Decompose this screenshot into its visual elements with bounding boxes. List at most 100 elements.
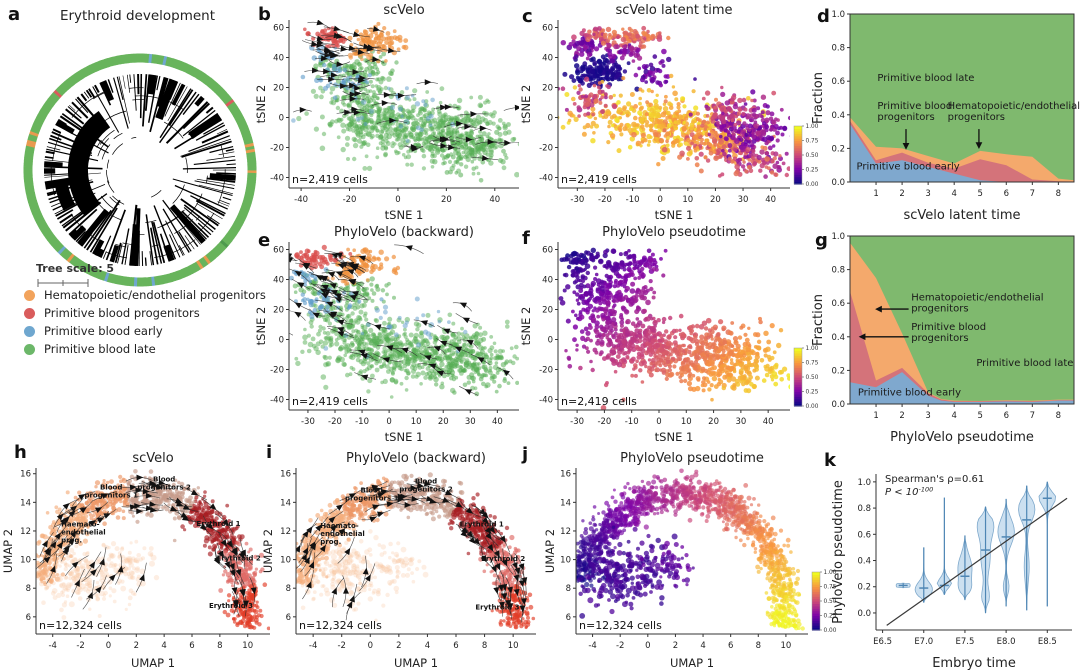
svg-text:0: 0 <box>386 417 391 427</box>
phylovelo-backward-umap-chart: -4 -2 0 2 4 6 8 10 6 8 10 12 14 16 PhyloVelo (backward… <box>260 446 544 672</box>
svg-text:tSNE 1: tSNE 1 <box>385 208 424 222</box>
panel-label-j: j <box>522 444 529 465</box>
svg-text:tSNE 2: tSNE 2 <box>254 307 268 346</box>
svg-text:60: 60 <box>542 24 553 34</box>
fraction-phylovelo-area-chart: 1 2 3 4 5 6 7 8 0.0 0.2 0.4 0.6 0.8 1.0 PhyloVelo pseu… <box>810 222 1080 446</box>
legend-item-blood-late: Primitive blood late <box>24 342 156 356</box>
svg-text:6: 6 <box>1004 189 1009 199</box>
svg-text:0: 0 <box>395 195 400 205</box>
svg-text:-30: -30 <box>301 417 315 427</box>
svg-text:n=2,419 cells: n=2,419 cells <box>292 395 368 408</box>
svg-text:8: 8 <box>1056 189 1061 199</box>
svg-text:0.00: 0.00 <box>806 182 819 188</box>
svg-text:4: 4 <box>951 189 956 199</box>
svg-text:60: 60 <box>273 246 284 256</box>
panel-label-d: d <box>817 6 830 27</box>
svg-text:Primitive blood early: Primitive blood early <box>857 161 960 172</box>
svg-text:-40: -40 <box>294 195 308 205</box>
svg-text:40: 40 <box>542 54 553 64</box>
svg-text:tSNE 2: tSNE 2 <box>519 85 533 124</box>
panel-a-title: Erythroid development <box>59 8 216 24</box>
svg-text:PhyloVelo (backward): PhyloVelo (backward) <box>334 225 474 240</box>
svg-text:progenitors: progenitors <box>877 112 934 123</box>
svg-text:40: 40 <box>489 195 500 205</box>
svg-text:-20: -20 <box>270 144 284 154</box>
svg-text:0: 0 <box>279 336 284 346</box>
svg-text:30: 30 <box>738 195 749 205</box>
legend-dot-red <box>24 307 35 319</box>
legend-item-hep-progenitors: Hematopoietic/endothelial progenitors <box>24 288 266 302</box>
svg-text:1.0: 1.0 <box>831 10 845 20</box>
svg-text:-40: -40 <box>270 174 284 184</box>
svg-text:-20: -20 <box>270 366 284 376</box>
svg-text:-20: -20 <box>539 144 553 154</box>
legend-item-blood-early: Primitive blood early <box>24 324 163 338</box>
legend-label: Primitive blood progenitors <box>44 306 200 320</box>
svg-text:scVelo latent time: scVelo latent time <box>903 208 1020 223</box>
panel-label-c: c <box>522 6 533 27</box>
legend-item-blood-progenitors: Primitive blood progenitors <box>24 306 200 320</box>
svg-text:-40: -40 <box>539 174 553 184</box>
panel-label-k: k <box>824 450 836 471</box>
svg-text:Hematopoietic/endothelial: Hematopoietic/endothelial <box>948 101 1080 112</box>
svg-text:-40: -40 <box>270 396 284 406</box>
tree-scale-label: Tree scale: 5 <box>36 262 115 275</box>
svg-text:-10: -10 <box>355 417 369 427</box>
svg-text:0: 0 <box>657 195 662 205</box>
circular-phylogeny-chart <box>0 20 258 320</box>
pseudotime-embryo-time-violin-chart: E6.5 E7.0 E7.5 E8.0 E8.5 0.0 0.2 0.4 0.6 0.8 1.0 Em… <box>830 446 1080 672</box>
svg-text:Primitive blood: Primitive blood <box>877 101 952 112</box>
svg-text:20: 20 <box>273 84 284 94</box>
svg-text:2: 2 <box>899 189 904 199</box>
svg-text:20: 20 <box>273 306 284 316</box>
panel-label-e: e <box>258 230 271 251</box>
scvelo-tsne-stream-chart: -40 -20 0 20 40 -40 -20 0 20 40 60 scVelo tSNE 1 tSNE… <box>253 0 527 224</box>
panel-label-h: h <box>14 442 27 463</box>
svg-text:40: 40 <box>492 417 503 427</box>
svg-text:n=2,419 cells: n=2,419 cells <box>292 173 368 186</box>
svg-text:20: 20 <box>542 84 553 94</box>
svg-text:0.8: 0.8 <box>831 44 845 54</box>
svg-text:Primitive blood late: Primitive blood late <box>877 73 974 84</box>
svg-text:tSNE 2: tSNE 2 <box>254 85 268 124</box>
panel-label-f: f <box>522 228 530 249</box>
svg-text:30: 30 <box>465 417 476 427</box>
panel-label-g: g <box>815 230 828 251</box>
svg-text:0.75: 0.75 <box>806 139 819 145</box>
svg-text:7: 7 <box>1030 189 1035 199</box>
legend-label: Primitive blood late <box>44 342 156 356</box>
svg-text:40: 40 <box>273 276 284 286</box>
svg-text:40: 40 <box>765 195 776 205</box>
svg-text:60: 60 <box>273 24 284 34</box>
legend-dot-green <box>24 343 35 355</box>
svg-text:0: 0 <box>279 114 284 124</box>
svg-text:10: 10 <box>411 417 422 427</box>
scvelo-latent-time-chart: -30 -20 -10 0 10 20 30 40 -40 -20 0 20 40 60 scVelo la… <box>518 0 818 224</box>
svg-text:-20: -20 <box>598 195 612 205</box>
svg-text:n=2,419 cells: n=2,419 cells <box>561 173 637 186</box>
svg-text:0.0: 0.0 <box>831 178 845 188</box>
phylovelo-backward-tsne-chart: -30 -20 -10 0 10 20 30 40 -40 -20 0 20 40 60 PhyloVelo… <box>253 222 527 446</box>
panel-label-a: a <box>8 4 21 25</box>
svg-text:0.50: 0.50 <box>806 153 819 159</box>
svg-text:20: 20 <box>438 417 449 427</box>
svg-text:10: 10 <box>682 195 693 205</box>
tree-scale-bar <box>37 279 89 287</box>
svg-text:-30: -30 <box>570 195 584 205</box>
svg-text:tSNE 1: tSNE 1 <box>385 430 424 444</box>
phylovelo-pseudotime-umap-chart: -4 -2 0 2 4 6 8 10 6 8 10 12 14 16 PhyloVelo pseudotim… <box>542 446 838 672</box>
svg-text:20: 20 <box>710 195 721 205</box>
svg-text:0.25: 0.25 <box>806 168 819 174</box>
svg-text:scVelo: scVelo <box>383 3 424 18</box>
svg-text:-20: -20 <box>343 195 357 205</box>
legend-label: Primitive blood early <box>44 324 163 338</box>
svg-text:scVelo latent time: scVelo latent time <box>615 3 732 18</box>
panel-label-b: b <box>258 4 271 25</box>
svg-text:-20: -20 <box>328 417 342 427</box>
legend-dot-blue <box>24 325 35 337</box>
legend-label: Hematopoietic/endothelial progenitors <box>44 288 266 302</box>
svg-text:3: 3 <box>925 189 930 199</box>
svg-text:Fraction: Fraction <box>811 72 826 124</box>
